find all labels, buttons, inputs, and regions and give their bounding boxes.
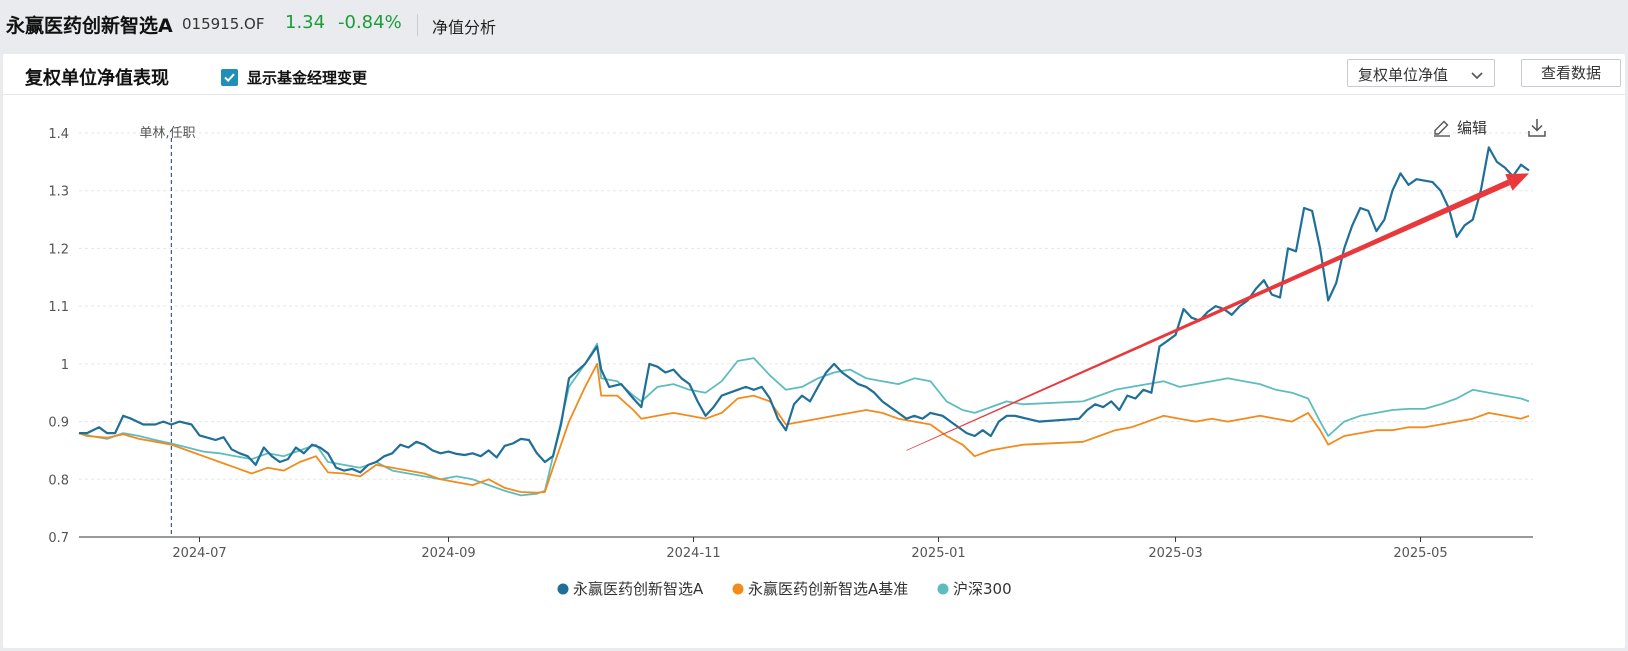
x-tick-label: 2025-03 [1148, 546, 1202, 561]
y-tick-label: 1.1 [48, 300, 69, 315]
series-line-0[interactable] [79, 146, 1530, 474]
metric-select[interactable]: 复权单位净值 [1347, 59, 1495, 87]
fund-header: 永赢医药创新智选A 015915.OF 1.34 -0.84% 净值分析 [0, 0, 1628, 54]
manager-change-toggle[interactable]: 显示基金经理变更 [221, 67, 367, 87]
fund-name: 永赢医药创新智选A [6, 15, 173, 37]
legend-label: 沪深300 [953, 580, 1012, 598]
y-tick-label: 1.2 [48, 242, 69, 257]
legend-dot [937, 583, 949, 595]
legend-label: 永赢医药创新智选A基准 [748, 580, 908, 598]
legend-dot [557, 583, 569, 595]
trend-arrow-head [1505, 173, 1529, 191]
x-axis-ticks: 2024-07 2024-09 2024-11 2025-01 2025-03 2025-… [172, 537, 1448, 561]
legend-item-1[interactable]: 永赢医药创新智选A基准 [732, 580, 909, 598]
y-tick-label: 1 [61, 358, 69, 373]
trend-arrow [906, 173, 1529, 451]
y-axis-ticks: 0.7 0.8 0.9 1 1.1 1.2 1.3 1.4 [48, 127, 69, 546]
y-tick-label: 1.4 [48, 127, 69, 142]
x-tick-label: 2024-09 [421, 546, 475, 561]
edit-label[interactable]: 编辑 [1457, 119, 1487, 137]
checkbox-checked-icon[interactable] [221, 68, 238, 86]
series-lines [78, 146, 1530, 497]
metric-select-value: 复权单位净值 [1358, 66, 1449, 84]
legend-item-0[interactable]: 永赢医药创新智选A [557, 580, 705, 598]
nav-value: 1.34 [285, 12, 326, 33]
y-tick-label: 0.7 [48, 531, 69, 546]
nav-line-chart: 0.70.80.911.11.21.31.4 2024-07 2024-09 202… [48, 119, 1546, 598]
chevron-down-icon [1470, 67, 1484, 85]
edit-action[interactable]: 编辑 [1434, 119, 1487, 137]
manager-change-label[interactable]: 单林,任职 [139, 126, 195, 141]
y-tick-label: 0.8 [48, 473, 69, 488]
panel-divider [3, 94, 1625, 95]
edit-icon[interactable] [1434, 120, 1450, 137]
view-data-button[interactable]: 查看数据 [1521, 59, 1621, 87]
y-tick-label: 1.3 [48, 185, 69, 200]
tab-nav-analysis[interactable]: 净值分析 [432, 18, 497, 37]
panel-title: 复权单位净值表现 [25, 68, 169, 89]
nav-change: -0.84% [338, 12, 402, 33]
series-line-1[interactable] [78, 363, 1530, 494]
x-tick-label: 2025-01 [911, 546, 965, 561]
trend-arrow-shaft [906, 179, 1511, 451]
series-line-2[interactable] [78, 342, 1530, 497]
legend-label: 永赢医药创新智选A [573, 580, 704, 598]
chart-panel: 复权单位净值表现 显示基金经理变更 复权单位净值 查看数据 0.7 0.8 0.9 1… [3, 54, 1625, 648]
x-tick-label: 2024-11 [666, 546, 720, 561]
manager-change-marker: 单林,任职 [139, 126, 196, 537]
checkbox-label: 显示基金经理变更 [247, 68, 368, 87]
x-tick-label: 2025-05 [1393, 546, 1447, 561]
y-tick-label: 0.9 [48, 416, 69, 431]
legend-dot [732, 583, 744, 595]
x-tick-label: 2024-07 [172, 546, 226, 561]
grid-lines [79, 132, 1533, 480]
chart-legend: 永赢医药创新智选A 永赢医药创新智选A基准 沪深300 [557, 580, 1012, 598]
header-divider [417, 14, 418, 36]
download-icon[interactable] [1528, 119, 1546, 137]
fund-code: 015915.OF [182, 15, 265, 33]
legend-item-2[interactable]: 沪深300 [937, 580, 1012, 598]
